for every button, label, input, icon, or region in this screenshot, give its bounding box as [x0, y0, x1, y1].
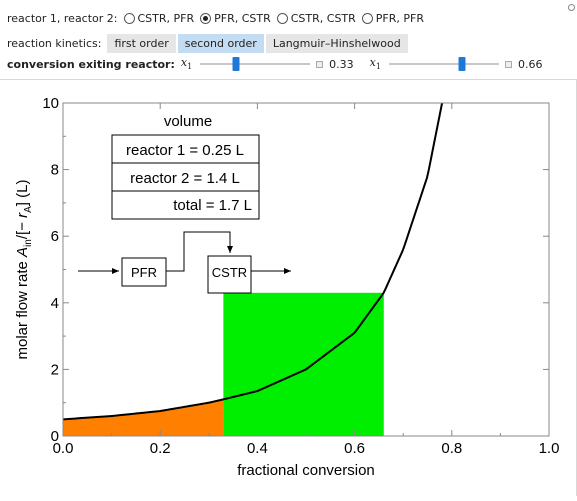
x1-value: 0.33	[329, 57, 354, 71]
langmuir-hinshelwood-button[interactable]: Langmuir–Hinshelwood	[265, 33, 408, 53]
y-tick-label: 6	[51, 228, 59, 245]
x2-slider-thumb[interactable]	[458, 57, 466, 71]
reactor1-label: PFR	[131, 265, 157, 280]
volume-title: volume	[164, 113, 212, 130]
radio-cstr-pfr[interactable]: CSTR, PFR	[123, 12, 194, 25]
radio-pfr-pfr[interactable]: PFR, PFR	[361, 12, 424, 25]
x-tick-label: 0.2	[150, 440, 171, 457]
reactor2-label: CSTR	[212, 265, 247, 280]
x2-slider[interactable]	[388, 57, 499, 71]
kinetics-label: reaction kinetics:	[7, 36, 102, 50]
y-axis-label: molar flow rate Ain/[− rA] (L)	[14, 180, 34, 360]
volume-table: volume reactor 1 = 0.25 L reactor 2 = 1.…	[111, 113, 260, 220]
reactor-config-row: reactor 1, reactor 2: CSTR, PFR PFR, CST…	[7, 8, 430, 28]
reactor-config-label: reactor 1, reactor 2:	[7, 11, 118, 25]
x-tick-label: 0.6	[344, 440, 365, 457]
x-tick-label: 0.8	[441, 440, 462, 457]
x-tick-label: 0.0	[53, 440, 74, 457]
reactor-diagram: PFR CSTR	[78, 231, 291, 294]
volume-row-reactor1: reactor 1 = 0.25 L	[126, 142, 244, 159]
plot-panel: 0.0 0.2 0.4 0.6 0.8 1.0 0 2 4 6 8 10 fractional con…	[0, 79, 577, 496]
radio-circle-icon	[361, 12, 373, 24]
slider-track	[200, 63, 311, 65]
radio-pfr-cstr[interactable]: PFR, CSTR	[200, 12, 271, 25]
reactor1-box	[121, 257, 167, 287]
radio-cstr-cstr[interactable]: CSTR, CSTR	[276, 12, 356, 25]
kinetics-row: reaction kinetics: first order second or…	[7, 33, 410, 53]
conversion-label: conversion exiting reactor:	[7, 57, 175, 71]
y-tick-label: 4	[51, 295, 59, 312]
options-icon[interactable]	[568, 4, 575, 11]
volume-row-reactor2: reactor 2 = 1.4 L	[130, 170, 240, 187]
x1-slider[interactable]	[200, 57, 311, 71]
y-tick-label: 2	[51, 361, 59, 378]
y-tick-label: 10	[42, 95, 59, 112]
second-order-button[interactable]: second order	[177, 33, 264, 53]
slider-track	[388, 63, 499, 65]
x1-expand-icon[interactable]	[316, 60, 324, 68]
reactor1-area	[63, 399, 224, 436]
radio-circle-icon	[123, 12, 135, 24]
radio-circle-icon	[276, 12, 288, 24]
reactor2-area	[223, 292, 384, 436]
y-tick-label: 8	[51, 162, 59, 179]
x-tick-label: 0.4	[247, 440, 268, 457]
y-tick-label: 0	[51, 428, 59, 445]
x2-slider-label: x1	[369, 56, 381, 72]
conversion-row: conversion exiting reactor: x1 0.33 x1 0…	[7, 55, 552, 73]
reactor2-box	[207, 255, 252, 294]
radio-selected-icon	[200, 12, 212, 24]
x2-expand-icon[interactable]	[504, 60, 512, 68]
x1-slider-thumb[interactable]	[232, 57, 240, 71]
first-order-button[interactable]: first order	[107, 33, 176, 53]
levenspiel-plot: 0.0 0.2 0.4 0.6 0.8 1.0 0 2 4 6 8 10 fractional con…	[14, 95, 560, 479]
x-axis-label: fractional conversion	[237, 462, 375, 479]
volume-row-total: total = 1.7 L	[173, 197, 252, 214]
x2-value: 0.66	[517, 57, 543, 71]
rate-curve	[62, 102, 444, 421]
x-tick-label: 1.0	[539, 440, 560, 457]
x1-slider-label: x1	[180, 56, 193, 72]
